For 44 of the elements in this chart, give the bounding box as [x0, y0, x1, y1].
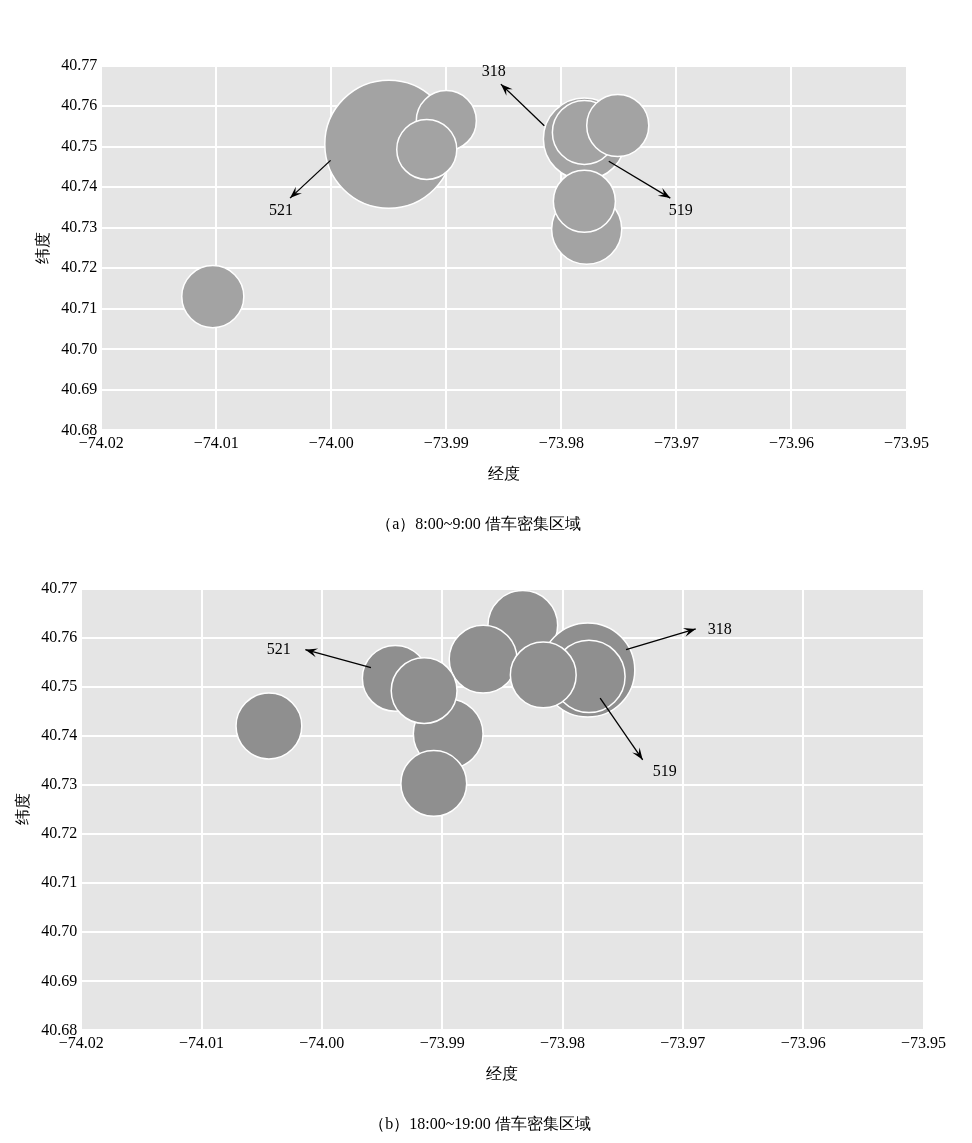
x-tick-label: −74.00 — [299, 1034, 345, 1052]
y-axis-title: 纬度 — [13, 793, 31, 826]
y-tick-label: 40.76 — [41, 627, 78, 645]
y-tick-label: 40.74 — [41, 726, 78, 743]
text: （a）8:00~9:00 借车密集区域 — [376, 514, 581, 532]
annotation: 521 — [266, 639, 291, 657]
x-axis-title: 经度 — [487, 465, 520, 483]
x-tick-label: −73.96 — [780, 1034, 826, 1052]
y-tick-label: 40.69 — [61, 380, 98, 398]
y-tick-label: 40.77 — [41, 578, 78, 596]
y-tick-label: 40.70 — [41, 922, 78, 940]
y-tick-label: 40.77 — [61, 55, 98, 73]
y-axis-title: 纬度 — [33, 231, 51, 264]
annotation: 318 — [707, 619, 732, 637]
y-tick-label: 40.72 — [41, 824, 78, 842]
x-tick-label: −73.95 — [900, 1034, 947, 1052]
y-tick-label: 40.76 — [61, 96, 98, 114]
x-tick-label: −73.98 — [540, 1034, 586, 1052]
x-tick-label: −73.97 — [653, 434, 699, 452]
y-tick-label: 40.71 — [41, 873, 78, 891]
x-tick-label: −73.97 — [660, 1034, 706, 1052]
x-tick-label: −73.99 — [423, 434, 469, 452]
annotation: 519 — [668, 200, 693, 218]
y-tick-label: 40.70 — [61, 339, 98, 357]
y-tick-label: 40.71 — [61, 298, 98, 316]
annotation: 521 — [269, 200, 294, 218]
y-tick-label: 40.75 — [41, 676, 78, 694]
x-tick-label: −73.99 — [419, 1034, 465, 1052]
y-tick-label: 40.72 — [61, 258, 98, 276]
x-tick-label: −73.98 — [538, 434, 584, 452]
x-tick-label: −74.01 — [193, 434, 239, 452]
annotation: 318 — [481, 61, 506, 79]
y-tick-label: 40.74 — [61, 177, 98, 195]
x-tick-label: −73.95 — [883, 434, 930, 452]
annotation: 519 — [652, 762, 677, 780]
text: （b）18:00~19:00 借车密集区域 — [369, 1114, 591, 1132]
x-tick-label: −73.96 — [768, 434, 814, 452]
y-tick-label: 40.73 — [41, 775, 78, 793]
y-tick-label: 40.69 — [41, 971, 78, 989]
x-tick-label: −74.00 — [308, 434, 354, 452]
x-axis-title: 经度 — [486, 1065, 519, 1083]
x-tick-label: −74.01 — [179, 1034, 225, 1052]
y-tick-label: 40.73 — [61, 217, 98, 235]
y-tick-label: 40.75 — [61, 136, 98, 154]
